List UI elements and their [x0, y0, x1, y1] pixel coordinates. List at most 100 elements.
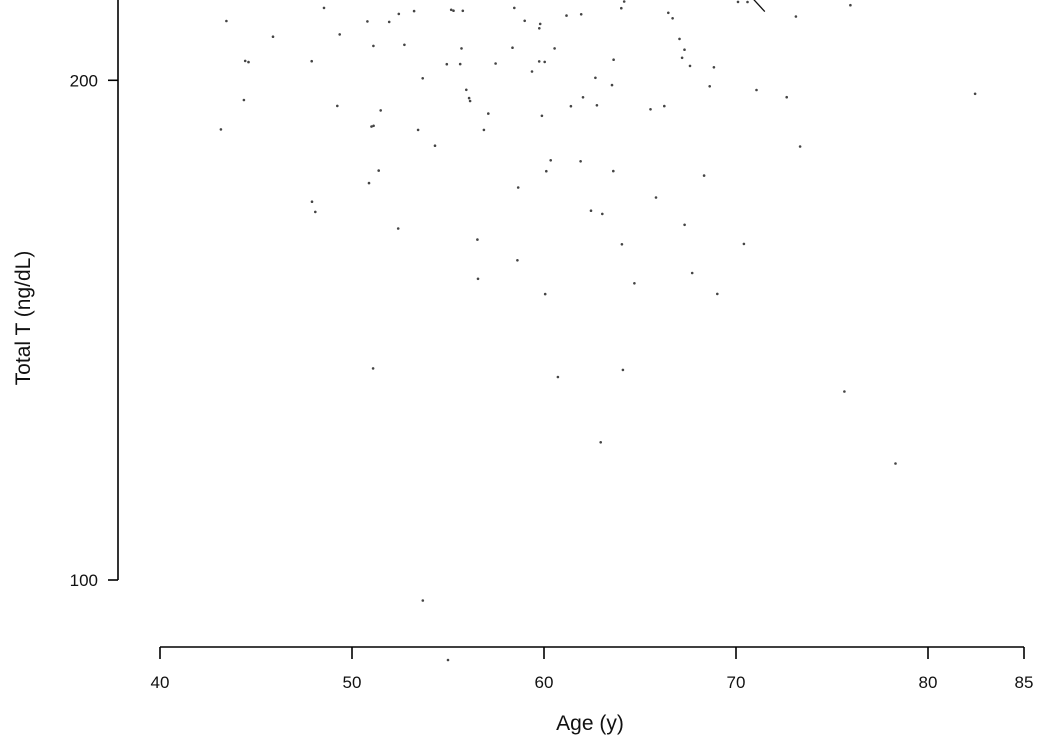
scatter-point	[610, 83, 614, 87]
x-tick-label: 85	[1015, 673, 1034, 692]
scatter-point	[247, 60, 250, 64]
scatter-point	[366, 20, 369, 23]
scatter-point	[545, 169, 548, 173]
scatter-point	[688, 64, 692, 68]
scatter-point	[511, 46, 514, 49]
scatter-point	[589, 209, 593, 212]
scatter-point	[538, 22, 542, 26]
scatter-point	[599, 441, 602, 444]
x-tick-label: 80	[919, 673, 938, 692]
x-tick-label: 60	[535, 673, 554, 692]
scatter-point	[620, 6, 623, 10]
scatter-point	[680, 56, 684, 60]
scatter-point	[513, 6, 516, 10]
scatter-point	[530, 70, 534, 73]
scatter-point	[322, 6, 326, 10]
scatter-point	[543, 60, 546, 64]
scatter-point	[594, 76, 597, 80]
scatter-point	[678, 37, 681, 41]
scatter-point	[516, 186, 520, 189]
scatter-point	[449, 8, 453, 12]
scatter-point	[622, 0, 626, 3]
scatter-point	[370, 125, 373, 128]
scatter-point	[403, 43, 406, 47]
scatter-point	[581, 96, 585, 99]
individual-trend-lines	[753, 0, 766, 13]
scatter-point	[742, 242, 746, 246]
scatter-point	[468, 99, 472, 103]
scatter-point	[446, 658, 450, 662]
y-tick-label: 200	[70, 71, 98, 90]
scatter-point	[716, 292, 719, 296]
y-axis: 10020040060080010001200	[70, 0, 119, 590]
scatter-point	[537, 60, 541, 63]
scatter-point	[465, 88, 468, 92]
scatter-point	[271, 35, 275, 38]
scatter-point	[445, 62, 449, 66]
scatter-point	[461, 9, 465, 13]
scatter-point	[690, 271, 694, 275]
scatter-point	[736, 0, 740, 4]
x-tick-label: 50	[343, 673, 362, 692]
scatter-point	[421, 77, 425, 80]
scatter-point	[798, 145, 802, 148]
scatter-point	[755, 88, 758, 92]
x-axis: 40 50 60 70 80 85	[151, 646, 1034, 692]
scatter-point	[612, 58, 615, 61]
scatter-point	[785, 95, 788, 99]
scatter-point	[595, 104, 599, 107]
scatter-point	[310, 59, 314, 63]
scatter-point	[746, 0, 749, 4]
scatter-point	[556, 375, 560, 379]
scatter-point	[683, 223, 686, 227]
x-axis-title: Age (y)	[556, 712, 624, 735]
scatter-point	[894, 462, 897, 465]
scatter-point	[494, 62, 497, 65]
scatter-point	[667, 11, 670, 15]
scatter-point	[794, 15, 798, 18]
scatter-point	[225, 19, 228, 23]
scatter-point	[421, 599, 425, 602]
scatter-point	[372, 124, 375, 128]
scatter-point	[708, 85, 711, 88]
scatter-point	[219, 128, 223, 131]
scatter-point	[379, 109, 383, 112]
scatter-point	[523, 19, 526, 23]
individual-trend-line	[753, 0, 766, 13]
scatter-point	[452, 9, 455, 12]
scatter-point	[367, 181, 371, 185]
scatter-point	[702, 174, 706, 177]
scatter-point	[310, 200, 314, 203]
scatter-point	[620, 243, 624, 246]
scatter-point	[476, 238, 479, 241]
y-axis-title: Total T (ng/dL)	[12, 251, 35, 386]
scatter-point	[671, 17, 674, 20]
scatter-point	[460, 47, 463, 50]
scatter-point	[336, 104, 339, 108]
scatter-point	[621, 368, 625, 372]
scatter-point	[377, 169, 381, 172]
scatter-point	[633, 282, 636, 285]
scatter-point	[543, 292, 547, 296]
scatter-point	[372, 44, 375, 48]
scatter-point	[433, 144, 437, 147]
scatter-point	[549, 159, 552, 162]
scatter-point	[579, 13, 583, 16]
scatter-point	[579, 160, 582, 163]
scatter-point	[540, 114, 544, 118]
scatter-point	[843, 390, 846, 393]
scatter-point	[654, 196, 658, 199]
scatter-point	[467, 96, 471, 100]
x-tick-label: 70	[727, 673, 746, 692]
scatter-points	[219, 0, 977, 662]
scatter-point	[649, 108, 652, 111]
scatter-point	[243, 59, 247, 63]
scatter-point	[396, 227, 400, 230]
scatter-point	[973, 92, 977, 96]
scatter-point	[612, 169, 615, 173]
scatter-point	[516, 259, 519, 262]
scatter-point	[712, 66, 716, 69]
y-tick-label: 100	[70, 571, 98, 590]
scatter-point	[416, 128, 420, 132]
